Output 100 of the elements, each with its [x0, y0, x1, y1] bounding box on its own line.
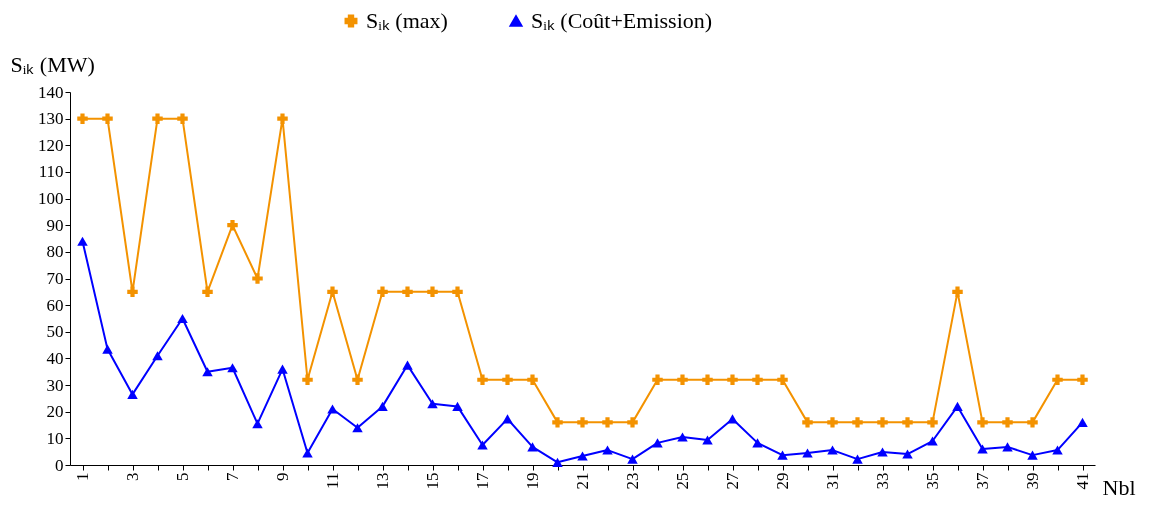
point	[502, 374, 513, 385]
point	[377, 286, 388, 298]
x-tick-label: 35	[923, 472, 942, 490]
point	[752, 374, 763, 385]
x-tick-label: 7	[223, 472, 242, 481]
point	[502, 414, 513, 424]
point	[652, 438, 663, 448]
x-tick-label: 9	[273, 472, 292, 481]
legend-label: Sᵢₖ (Coût+Emission)	[531, 8, 713, 33]
y-tick-label: 80	[46, 242, 64, 262]
y-tick-label: 140	[38, 82, 64, 102]
y-tick-label: 60	[46, 295, 64, 315]
point	[527, 442, 538, 452]
x-tick-label: 11	[323, 472, 342, 489]
point	[877, 417, 888, 428]
x-tick-label: 1	[73, 472, 92, 481]
point	[452, 286, 463, 298]
point	[952, 286, 963, 298]
point	[177, 113, 188, 124]
point	[127, 286, 138, 298]
x-tick-label: 41	[1073, 472, 1092, 490]
x-axis-title: Nbl	[1102, 474, 1136, 500]
point	[302, 374, 313, 385]
point	[877, 447, 888, 457]
point	[602, 417, 613, 428]
point	[1027, 417, 1038, 428]
point	[352, 423, 363, 433]
x-tick-label: 3	[123, 472, 142, 481]
y-tick-label: 110	[38, 162, 64, 182]
point	[677, 432, 688, 442]
y-tick-label: 0	[55, 455, 64, 475]
x-tick-label: 5	[173, 472, 192, 481]
point	[827, 417, 838, 428]
point	[777, 450, 788, 460]
point	[727, 414, 738, 424]
point	[777, 374, 788, 385]
y-tick-label: 100	[38, 189, 64, 209]
point	[277, 113, 288, 124]
x-tick-label: 27	[723, 472, 742, 490]
point	[252, 273, 263, 284]
point	[102, 113, 113, 124]
point	[427, 399, 438, 409]
x-tick-label: 29	[773, 472, 792, 490]
point	[202, 286, 213, 298]
point	[952, 401, 963, 411]
y-tick-label: 90	[46, 215, 64, 235]
y-tick-label: 40	[46, 348, 64, 368]
x-tick-label: 21	[573, 472, 592, 490]
point	[752, 438, 763, 448]
x-tick-label: 39	[1023, 472, 1042, 490]
point	[1002, 442, 1013, 452]
point	[77, 236, 88, 246]
point	[277, 364, 288, 374]
point	[702, 435, 713, 445]
point	[377, 401, 388, 411]
point	[927, 417, 938, 428]
x-tick-label: 25	[673, 472, 692, 490]
point	[827, 445, 838, 455]
y-axis-title: Sᵢₖ (MW)	[10, 51, 95, 77]
point	[802, 448, 813, 458]
point	[677, 374, 688, 385]
point	[1077, 417, 1088, 427]
point	[902, 449, 913, 459]
point	[552, 457, 563, 467]
point	[152, 113, 163, 124]
y-tick-label: 50	[46, 322, 64, 342]
point	[577, 417, 588, 428]
point	[402, 286, 413, 298]
x-tick-label: 37	[973, 472, 992, 490]
point	[177, 313, 188, 324]
x-tick-label: 13	[373, 472, 392, 490]
point	[977, 417, 988, 428]
point	[427, 286, 438, 298]
x-tick-label: 33	[873, 472, 892, 490]
point	[902, 417, 913, 428]
point	[627, 417, 638, 428]
point	[1052, 445, 1063, 455]
point	[327, 286, 338, 298]
point	[627, 454, 638, 464]
point	[227, 219, 238, 231]
point	[477, 440, 488, 450]
point	[202, 367, 213, 377]
point	[1027, 450, 1038, 460]
y-tick-label: 20	[46, 402, 64, 422]
point	[477, 374, 488, 385]
x-tick-label: 17	[473, 472, 492, 490]
y-tick-label: 30	[46, 375, 64, 395]
y-tick-label: 70	[46, 269, 64, 288]
point	[577, 451, 588, 461]
point	[77, 113, 88, 124]
point	[1077, 374, 1088, 385]
point	[927, 436, 938, 446]
point	[102, 344, 113, 354]
point	[527, 374, 538, 385]
x-tick-label: 19	[523, 472, 542, 490]
point	[852, 454, 863, 464]
point	[977, 444, 988, 454]
point	[252, 419, 263, 429]
y-tick-label: 130	[38, 109, 64, 129]
point	[1052, 374, 1063, 385]
